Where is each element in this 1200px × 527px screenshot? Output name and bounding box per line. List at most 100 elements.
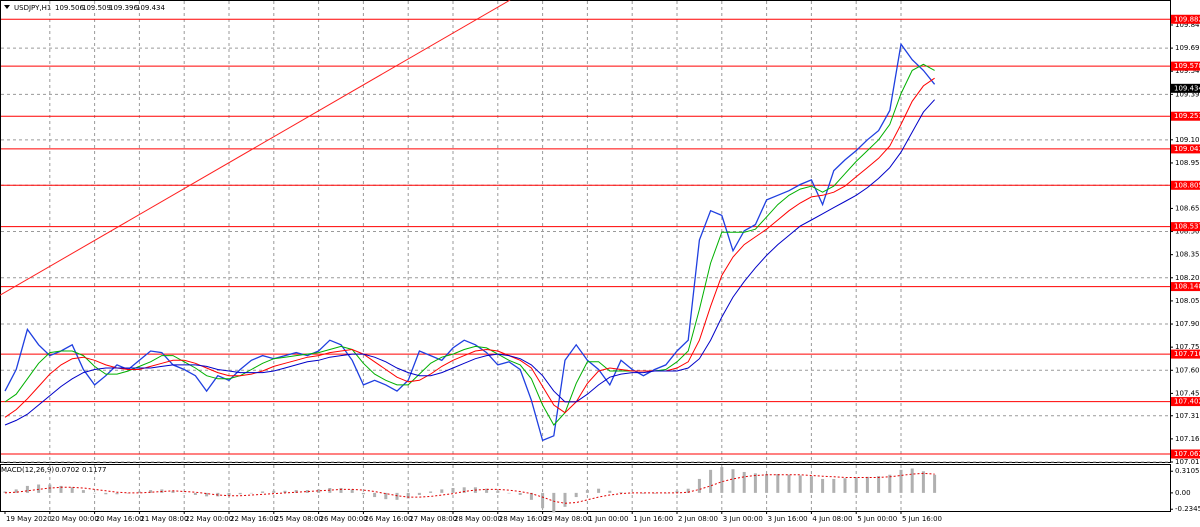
macd-bar [731,469,735,493]
macd-readout: 0.1177 [82,466,107,474]
x-tick-label: 28 May 16:00 [499,515,547,523]
price-line [4,99,935,426]
macd-bar [182,492,186,494]
macd-bar [608,490,612,493]
x-tick-label: 19 May 2020 [6,515,52,523]
macd-bar [462,487,466,493]
x-tick-label: 1 Jun 16:00 [633,515,673,523]
macd-bar [798,475,802,493]
macd-bar [417,492,421,495]
x-tick-label: 4 Jun 08:00 [812,515,852,523]
x-tick-label: 21 May 08:00 [140,515,188,523]
level-label: 109.041 [1174,145,1200,153]
quote-value: 109.396 [109,4,138,12]
macd-bar [787,474,791,493]
macd-bar [384,492,388,500]
macd-bar [910,468,914,493]
trendline [0,0,511,296]
macd-bar [809,476,813,493]
macd-bar [921,471,925,493]
macd-bar [59,485,63,493]
symbol: USDJPY,H1 [14,4,51,12]
quote-value: 109.434 [136,4,165,12]
macd-bar [249,492,253,494]
macd-bar [205,492,209,497]
macd-bar [742,471,746,493]
y-tick-label: 109.100 [1175,136,1200,144]
level-label: 108.805 [1174,181,1200,189]
level-tag [1171,282,1200,292]
level-tag [1171,180,1200,190]
macd-bar [317,489,321,493]
macd-bar [485,488,489,493]
level-label: 107.402 [1174,398,1200,406]
macd-bar [115,492,119,495]
macd-bar [272,490,276,493]
macd-bar [193,492,197,495]
macd-bar [440,489,444,493]
level-label: 108.537 [1174,223,1200,231]
x-tick-label: 20 May 16:00 [96,515,144,523]
macd-bar [709,469,713,493]
macd-bar [653,492,657,494]
y-tick-label: 108.205 [1175,274,1200,282]
x-tick-label: 25 May 08:00 [275,515,323,523]
y-tick-label: 107.605 [1175,366,1200,374]
y-tick-label: 107.160 [1175,435,1200,443]
macd-bar [854,477,858,493]
macd-bar [261,491,265,493]
macd-bar [395,492,399,500]
price-tag [1171,83,1200,93]
menu-arrow[interactable] [4,5,10,9]
macd-bar [238,492,242,495]
macd-bar [37,484,41,493]
macd-bar [597,488,601,493]
macd-bar [518,492,522,495]
macd-bar [821,478,825,493]
x-tick-label: 3 Jun 00:00 [723,515,763,523]
macd-bar [361,492,365,495]
level-label: 107.710 [1174,350,1200,358]
macd-bar [350,489,354,493]
macd-bar [149,490,153,493]
level-label: 109.253 [1174,112,1200,120]
macd-bar [686,488,690,493]
y-tick-label: -0.2345 [1175,505,1200,513]
macd-bar [585,490,589,493]
level-label: 107.062 [1174,450,1200,458]
y-tick-label: 108.950 [1175,159,1200,167]
macd-pane [0,464,1171,512]
quote-value: 109.509 [82,4,111,12]
level-tag [1171,349,1200,359]
macd-bar [406,492,410,499]
macd-bar [843,478,847,493]
macd-bar [753,473,757,493]
macd-bar [776,474,780,493]
y-tick-label: 0.00 [1175,489,1191,497]
macd-bar [720,467,724,493]
y-tick-label: 108.655 [1175,204,1200,212]
x-tick-label: 22 May 00:00 [185,515,233,523]
macd-readout: 0.0702 [55,466,80,474]
x-tick-label: 27 May 08:00 [409,515,457,523]
macd-bar [294,490,298,493]
macd-bar [888,474,892,493]
macd-signal [4,472,935,504]
level-label: 109.882 [1174,15,1200,23]
macd-bar [641,492,645,494]
macd-bar [126,492,130,494]
x-tick-label: 2 Jun 08:00 [678,515,718,523]
x-tick-label: 29 May 08:00 [544,515,592,523]
x-tick-label: 5 Jun 00:00 [857,515,897,523]
macd-bar [283,490,287,493]
x-tick-label: 28 May 00:00 [454,515,502,523]
macd-bar [877,476,881,493]
macd-bar [899,469,903,493]
x-tick-label: 26 May 16:00 [364,515,412,523]
y-tick-label: 109.395 [1175,90,1200,98]
macd-bar [373,492,377,498]
macd-bar [48,484,52,493]
y-tick-label: 107.010 [1175,458,1200,466]
macd-bar [529,492,533,500]
